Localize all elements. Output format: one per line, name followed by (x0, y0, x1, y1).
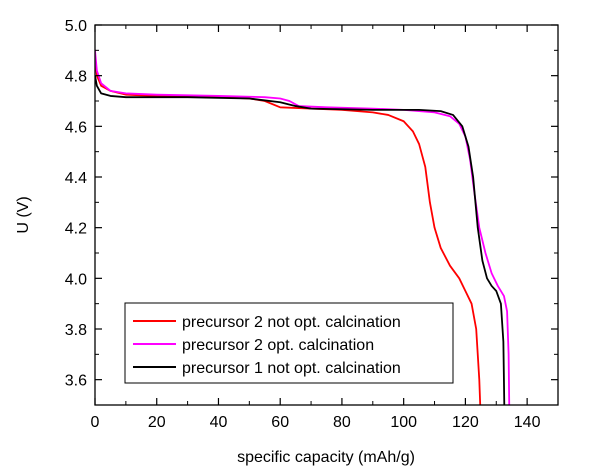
y-tick-label: 3.6 (65, 373, 87, 390)
y-tick-label: 5.0 (65, 18, 87, 35)
series-line-3 (95, 74, 506, 405)
x-tick-label: 80 (333, 414, 351, 431)
y-tick-label: 4.0 (65, 271, 87, 288)
curves-layer (95, 49, 511, 405)
legend-box (124, 302, 454, 384)
x-tick-label: 120 (452, 414, 479, 431)
y-tick-label: 3.8 (65, 322, 87, 339)
x-tick-label: 140 (514, 414, 541, 431)
legend: precursor 2 not opt. calcination precurso… (124, 302, 454, 384)
x-tick-label: 40 (210, 414, 228, 431)
legend-label-3: precursor 1 not opt. calcination (182, 360, 401, 377)
ticks-layer: 0 20 40 60 80 100 120 140 3.6 3.8 4.0 4.2 4.4 4.6 4.8 5… (65, 18, 558, 431)
y-tick-label: 4.4 (65, 170, 87, 187)
series-line-1 (95, 54, 482, 405)
legend-label-1: precursor 2 not opt. calcination (182, 314, 401, 331)
x-tick-label: 20 (148, 414, 166, 431)
x-tick-label: 60 (271, 414, 289, 431)
y-tick-label: 4.8 (65, 69, 87, 86)
legend-label-2: precursor 2 opt. calcination (182, 337, 374, 354)
plot-frame (94, 24, 559, 406)
x-axis-title: specific capacity (mAh/g) (237, 449, 415, 466)
x-tick-label: 100 (390, 414, 417, 431)
series-line-2 (95, 49, 511, 405)
x-tick-label: 0 (91, 414, 100, 431)
y-tick-label: 4.2 (65, 221, 87, 238)
y-tick-label: 4.6 (65, 119, 87, 136)
y-axis-title: U (V) (15, 196, 32, 233)
